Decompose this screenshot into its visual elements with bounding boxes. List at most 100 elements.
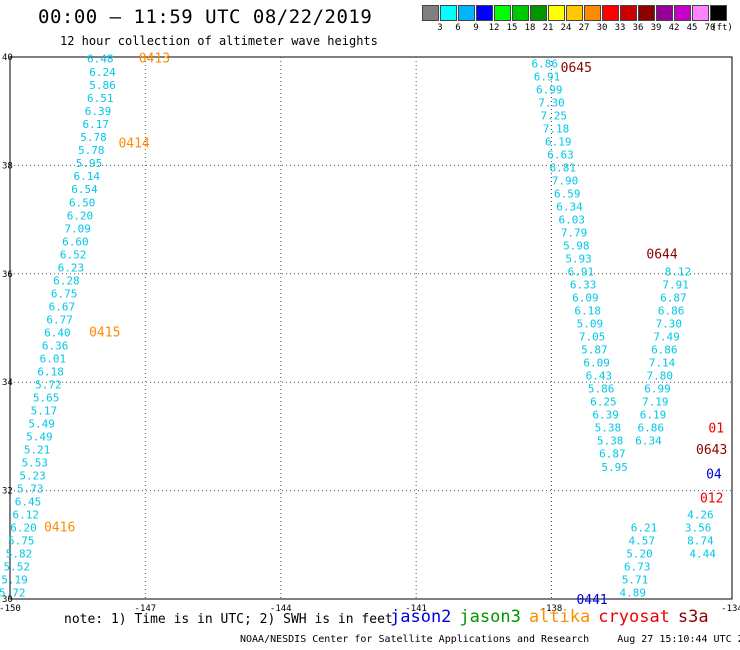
swh-value-label: 5.23 [19, 469, 46, 482]
swh-value-label: 5.72 [35, 378, 62, 391]
swh-value-label: 5.73 [17, 482, 44, 495]
swh-value-label: 6.39 [592, 409, 619, 422]
swh-value-label: 3.56 [685, 521, 712, 534]
credit-line: NOAA/NESDIS Center for Satellite Applica… [240, 634, 740, 645]
y-tick-label: 34 [2, 378, 13, 388]
satellite-legend-entry: jason2 [390, 607, 452, 627]
satellite-legend-entry: cryosat [598, 607, 670, 627]
swh-value-label: 4.44 [689, 547, 716, 560]
swh-value-label: 6.21 [631, 521, 658, 534]
swh-value-label: 6.91 [534, 71, 561, 84]
swh-value-label: 5.82 [6, 547, 33, 560]
swh-value-label: 5.86 [89, 79, 116, 92]
scale-swatch [620, 5, 637, 21]
swh-value-label: 5.95 [76, 157, 103, 170]
generated-timestamp: Aug 27 15:10:44 UTC 2019 [617, 634, 740, 645]
scale-swatch [476, 5, 493, 21]
scale-swatch [440, 5, 457, 21]
swh-value-label: 5.49 [26, 430, 53, 443]
scale-tick-label: 12 [488, 23, 500, 33]
swh-value-label: 5.71 [622, 573, 649, 586]
satellite-legend-entry: jason3 [459, 607, 521, 627]
swh-value-label: 6.34 [635, 435, 662, 448]
scale-swatch [692, 5, 709, 21]
swh-value-label: 6.36 [42, 339, 69, 352]
swh-value-label: 6.09 [572, 292, 599, 305]
scale-tick-label: 6 [455, 23, 461, 33]
swh-value-label: 5.98 [563, 240, 590, 253]
swh-value-label: 6.19 [545, 136, 572, 149]
swh-value-label: 6.19 [640, 409, 667, 422]
swh-value-label: 6.20 [10, 521, 37, 534]
scale-tick-label: 33 [614, 23, 626, 33]
swh-value-label: 6.87 [599, 448, 626, 461]
swh-value-label: 5.38 [597, 435, 624, 448]
swh-value-label: 6.03 [559, 214, 586, 227]
swh-value-label: 5.38 [595, 422, 622, 435]
y-tick-label: 38 [2, 161, 13, 171]
pass-time-label: 0413 [139, 52, 170, 67]
swh-value-label: 6.09 [583, 357, 610, 370]
swh-value-label: 5.20 [626, 547, 653, 560]
credit-text: NOAA/NESDIS Center for Satellite Applica… [240, 634, 590, 645]
swh-value-label: 6.20 [67, 209, 94, 222]
swh-value-label: 7.18 [543, 123, 570, 136]
swh-value-label: 5.87 [581, 344, 608, 357]
satellite-legend: jason2 jason3 altika cryosat s3a [390, 607, 717, 627]
swh-value-label: 5.93 [565, 253, 592, 266]
wave-height-color-scale: 3 6 9 12 15 18 21 24 27 30 33 36 39 42 45 70 (ft) [422, 5, 733, 35]
swh-value-label: 6.86 [531, 58, 558, 71]
swh-value-label: 8.12 [665, 266, 692, 279]
swh-value-label: 6.99 [644, 383, 671, 396]
swh-value-label: 5.86 [588, 383, 615, 396]
chart-subtitle: 12 hour collection of altimeter wave hei… [60, 34, 378, 48]
scale-swatch [602, 5, 619, 21]
scale-swatch [584, 5, 601, 21]
scale-tick-label: 39 [650, 23, 662, 33]
swh-value-label: 5.78 [78, 144, 105, 157]
satellite-legend-entry: s3a [677, 607, 709, 627]
plot-frame [9, 56, 733, 600]
swh-value-label: 7.90 [552, 175, 579, 188]
swh-value-label: 6.14 [73, 170, 100, 183]
swh-value-label: 6.33 [570, 279, 597, 292]
swh-value-label: 6.50 [69, 196, 96, 209]
swh-value-label: 5.21 [24, 443, 51, 456]
swh-value-label: 6.73 [624, 560, 651, 573]
swh-value-label: 4.89 [619, 586, 646, 599]
swh-value-label: 5.65 [33, 391, 60, 404]
swh-value-label: 6.52 [60, 248, 87, 261]
y-tick-label: 30 [2, 595, 13, 605]
swh-value-label: 6.51 [87, 92, 114, 105]
swh-value-label: 6.63 [547, 149, 574, 162]
swh-value-label: 7.30 [656, 318, 683, 331]
swh-value-label: 6.34 [556, 201, 583, 214]
scale-swatch [494, 5, 511, 21]
x-tick-label: -134 [721, 604, 740, 614]
swh-value-label: 8.74 [687, 534, 714, 547]
scale-tick-label: 15 [506, 23, 518, 33]
swh-value-label: 7.80 [647, 370, 674, 383]
scale-unit: (ft) [711, 23, 733, 33]
scale-tick-label: 36 [632, 23, 644, 33]
scale-tick-label: 21 [542, 23, 554, 33]
swh-value-label: 6.86 [651, 344, 678, 357]
pass-time-label: 0644 [646, 247, 677, 262]
scale-swatch [674, 5, 691, 21]
swh-value-label: 7.05 [579, 331, 606, 344]
swh-value-label: 5.17 [31, 404, 58, 417]
swh-value-label: 7.09 [64, 222, 91, 235]
swh-value-label: 6.60 [62, 235, 89, 248]
scale-tick-label: 24 [560, 23, 572, 33]
pass-time-label: 01 [708, 421, 724, 436]
scale-tick-label: 18 [524, 23, 536, 33]
swh-value-label: 7.30 [538, 97, 565, 110]
pass-time-label: 0643 [696, 443, 727, 458]
swh-value-label: 6.67 [49, 300, 76, 313]
swh-value-label: 6.75 [51, 287, 78, 300]
scale-swatch [422, 5, 439, 21]
scale-tick-label: 3 [437, 23, 443, 33]
y-tick-label: 32 [2, 487, 13, 497]
swh-value-label: 7.19 [642, 396, 669, 409]
